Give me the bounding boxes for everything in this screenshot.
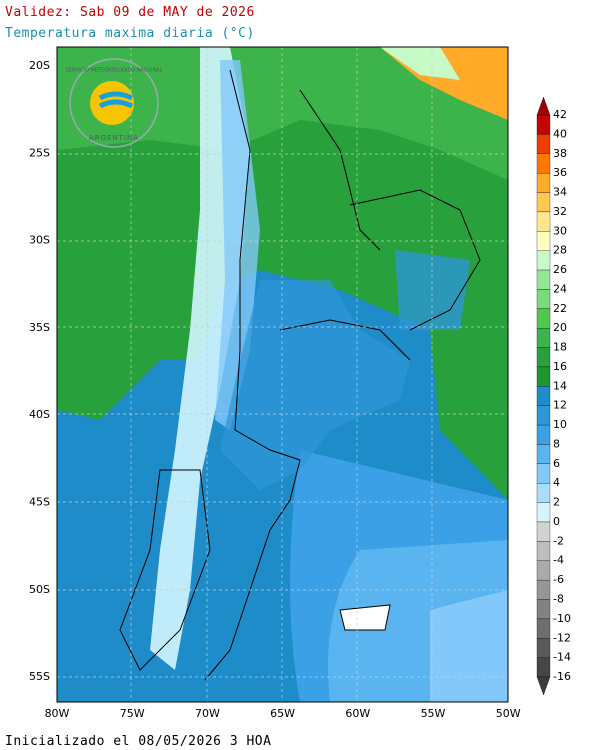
colorbar-label: 20: [553, 321, 567, 334]
colorbar-label: -16: [553, 670, 571, 683]
colorbar-over: [536, 96, 551, 116]
colorbar-label: -4: [553, 554, 564, 567]
latitude-label: 50S: [29, 583, 50, 596]
colorbar-label: -14: [553, 651, 571, 664]
colorbar-label: 16: [553, 360, 567, 373]
colorbar-under: [536, 676, 551, 696]
longitude-labels: 80W 75W 70W 65W 60W 55W 50W: [45, 707, 521, 720]
latitude-label: 45S: [29, 496, 50, 509]
colorbar-label: -2: [553, 534, 564, 547]
colorbar-label: 2: [553, 496, 560, 509]
latitude-labels: 20S 25S 30S 35S 40S 45S 50S 55S: [29, 59, 50, 683]
colorbar-band: [536, 483, 551, 503]
colorbar-band: [536, 308, 551, 329]
map: [57, 47, 508, 702]
colorbar-label: 14: [553, 379, 567, 392]
longitude-label: 80W: [45, 707, 70, 720]
longitude-label: 50W: [496, 707, 521, 720]
colorbar-label: -8: [553, 593, 564, 606]
footer: Inicializado el 08/05/2026 3 HOA: [5, 734, 272, 749]
colorbar-band: [536, 172, 551, 193]
title: Validez: Sab 09 de MAY de 2026: [5, 5, 255, 20]
colorbar-label: 36: [553, 166, 567, 179]
colorbar-label: 28: [553, 244, 567, 257]
colorbar-label: 26: [553, 263, 567, 276]
colorbar-label: 6: [553, 457, 560, 470]
colorbar-label: 12: [553, 399, 567, 412]
colorbar-band: [536, 134, 551, 154]
colorbar-band: [536, 347, 551, 368]
longitude-label: 55W: [421, 707, 446, 720]
colorbar-band: [536, 502, 551, 523]
colorbar-label: 4: [553, 476, 560, 489]
colorbar-label: -12: [553, 631, 571, 644]
colorbar-band: [536, 366, 551, 387]
colorbar-band: [536, 424, 551, 445]
latitude-label: 20S: [29, 59, 50, 72]
logo-bottom-text: ARGENTINA: [89, 134, 139, 142]
colorbar-label: -10: [553, 612, 571, 625]
longitude-label: 65W: [270, 707, 295, 720]
longitude-label: 70W: [195, 707, 220, 720]
colorbar-band: [536, 231, 551, 251]
subtitle: Temperatura maxima diaria (°C): [5, 26, 255, 41]
graticule: [57, 47, 508, 702]
colorbar-label: 34: [553, 186, 567, 199]
colorbar-band: [536, 153, 551, 174]
colorbar-band: [536, 638, 551, 658]
colorbar: 424038363432302826242220181614121086420-…: [536, 96, 571, 696]
logo: SERVICIO METEOROLOGICO NACIONAL ARGENTIN…: [66, 58, 163, 148]
colorbar-band: [536, 250, 551, 271]
colorbar-band: [536, 599, 551, 620]
colorbar-label: 32: [553, 205, 567, 218]
latitude-label: 35S: [29, 321, 50, 334]
latitude-label: 25S: [29, 146, 50, 159]
colorbar-label: 24: [553, 282, 567, 295]
colorbar-label: 18: [553, 341, 567, 354]
colorbar-band: [536, 211, 551, 232]
latitude-label: 30S: [29, 234, 50, 247]
map-figure: SERVICIO METEOROLOGICO NACIONAL ARGENTIN…: [29, 46, 571, 720]
colorbar-label: 42: [553, 108, 567, 121]
latitude-label: 55S: [29, 670, 50, 683]
latitude-label: 40S: [29, 408, 50, 421]
colorbar-band: [536, 405, 551, 426]
colorbar-label: 40: [553, 127, 567, 140]
colorbar-band: [536, 289, 551, 309]
colorbar-band: [536, 463, 551, 484]
colorbar-band: [536, 657, 551, 678]
colorbar-label: -6: [553, 573, 564, 586]
colorbar-label: 22: [553, 302, 567, 315]
logo-top-text: SERVICIO METEOROLOGICO NACIONAL: [66, 68, 163, 74]
colorbar-band: [536, 328, 551, 348]
map-frame: [56, 46, 509, 703]
colorbar-band: [536, 521, 551, 542]
colorbar-band: [536, 444, 551, 464]
longitude-label: 60W: [345, 707, 370, 720]
colorbar-label: 10: [553, 418, 567, 431]
colorbar-band: [536, 560, 551, 581]
colorbar-label: 0: [553, 515, 560, 528]
colorbar-band: [536, 541, 551, 561]
colorbar-band: [536, 269, 551, 290]
colorbar-band: [536, 618, 551, 639]
colorbar-band: [536, 386, 551, 406]
colorbar-band: [536, 192, 551, 213]
colorbar-label: 8: [553, 437, 560, 450]
colorbar-band: [536, 114, 551, 135]
colorbar-label: 30: [553, 224, 567, 237]
colorbar-band: [536, 579, 551, 600]
longitude-label: 75W: [120, 707, 145, 720]
colorbar-label: 38: [553, 147, 567, 160]
